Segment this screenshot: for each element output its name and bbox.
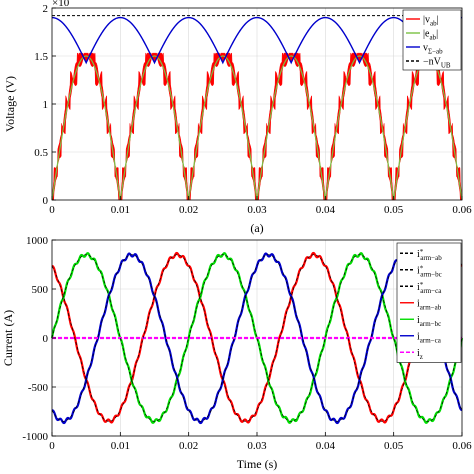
current-plot-area bbox=[50, 251, 464, 425]
voltage-exponent-label: ×10 bbox=[52, 0, 70, 9]
voltage-x-tick-label: 0.05 bbox=[384, 204, 404, 216]
current-legend: i* arm−ab i* arm−bc i* arm−ca iarm−ab iarm−bc ia… bbox=[396, 242, 462, 363]
current-legend-label: iz bbox=[417, 348, 423, 361]
current-x-tick-label: 0.01 bbox=[111, 440, 130, 452]
voltage-y-tick-label: 2 bbox=[43, 3, 49, 15]
current-legend-label: i* arm−ab bbox=[417, 248, 442, 262]
voltage-y-tick-label: 0 bbox=[43, 195, 49, 207]
voltage-x-tick-label: 0.04 bbox=[316, 204, 336, 216]
current-x-tick-label: 0.04 bbox=[316, 440, 336, 452]
current-legend-label: iarm−ab bbox=[417, 298, 442, 311]
voltage-legend-label: |eab| bbox=[423, 29, 438, 42]
current-x-tick-label: 0.06 bbox=[452, 440, 472, 452]
current-legend-label: i* arm−bc bbox=[417, 264, 442, 278]
current-x-tick-label: 0 bbox=[49, 440, 55, 452]
current-legend-label: iarm−ca bbox=[417, 331, 442, 344]
current-legend-label: i* arm−ca bbox=[417, 281, 442, 295]
current-x-tick-label: 0.03 bbox=[247, 440, 267, 452]
voltage-x-tick-label: 0.06 bbox=[452, 204, 472, 216]
current-y-tick-label: 500 bbox=[32, 284, 49, 296]
voltage-legend-box bbox=[402, 9, 462, 71]
voltage-legend-label: −nVUB bbox=[423, 57, 451, 70]
series-iarm-ca-line bbox=[51, 252, 463, 425]
panel-a-label: (a) bbox=[250, 221, 263, 235]
current-x-axis-label: Time (s) bbox=[237, 457, 278, 471]
current-y-tick-label: -1000 bbox=[22, 431, 48, 443]
current-legend-label: iarm−bc bbox=[417, 315, 441, 328]
voltage-y-axis-label: Voltage (V) bbox=[3, 76, 17, 132]
current-y-tick-label: 1000 bbox=[26, 235, 49, 247]
voltage-y-tick-label: 1.5 bbox=[34, 51, 48, 63]
voltage-legend-label: |vab| bbox=[423, 15, 439, 28]
series-iarm-ab-line bbox=[51, 251, 463, 424]
voltage-x-tick-label: 0.03 bbox=[247, 204, 267, 216]
voltage-legend: |vab||eab|vΣ−ab−nVUB bbox=[402, 9, 462, 71]
current-y-axis-label: Current (A) bbox=[1, 310, 15, 366]
voltage-y-tick-label: 0.5 bbox=[34, 147, 48, 159]
current-panel: 0 0.01 0.02 0.03 0.04 0.05 0.06 -1000 -500 0 500 10… bbox=[1, 235, 472, 471]
current-y-tick-label: -500 bbox=[28, 382, 49, 394]
voltage-y-tick-label: 1 bbox=[43, 99, 49, 111]
current-x-tick-label: 0.05 bbox=[384, 440, 404, 452]
voltage-panel: 0 0.01 0.02 0.03 0.04 0.05 0.06 0 0.5 1 1.5 2 ×10 V… bbox=[3, 0, 472, 235]
series-vsigma-line bbox=[51, 16, 463, 65]
voltage-x-tick-label: 0.01 bbox=[111, 204, 130, 216]
voltage-grid bbox=[52, 8, 462, 200]
current-ticks: 0 0.01 0.02 0.03 0.04 0.05 0.06 -1000 -500 0 500 10… bbox=[22, 235, 472, 452]
voltage-x-tick-label: 0 bbox=[49, 204, 55, 216]
voltage-ticks: 0 0.01 0.02 0.03 0.04 0.05 0.06 0 0.5 1 1.5 2 bbox=[34, 3, 472, 216]
voltage-legend-label: vΣ−ab bbox=[423, 43, 443, 56]
voltage-x-tick-label: 0.02 bbox=[179, 204, 198, 216]
current-y-tick-label: 0 bbox=[43, 333, 49, 345]
current-x-tick-label: 0.02 bbox=[179, 440, 198, 452]
